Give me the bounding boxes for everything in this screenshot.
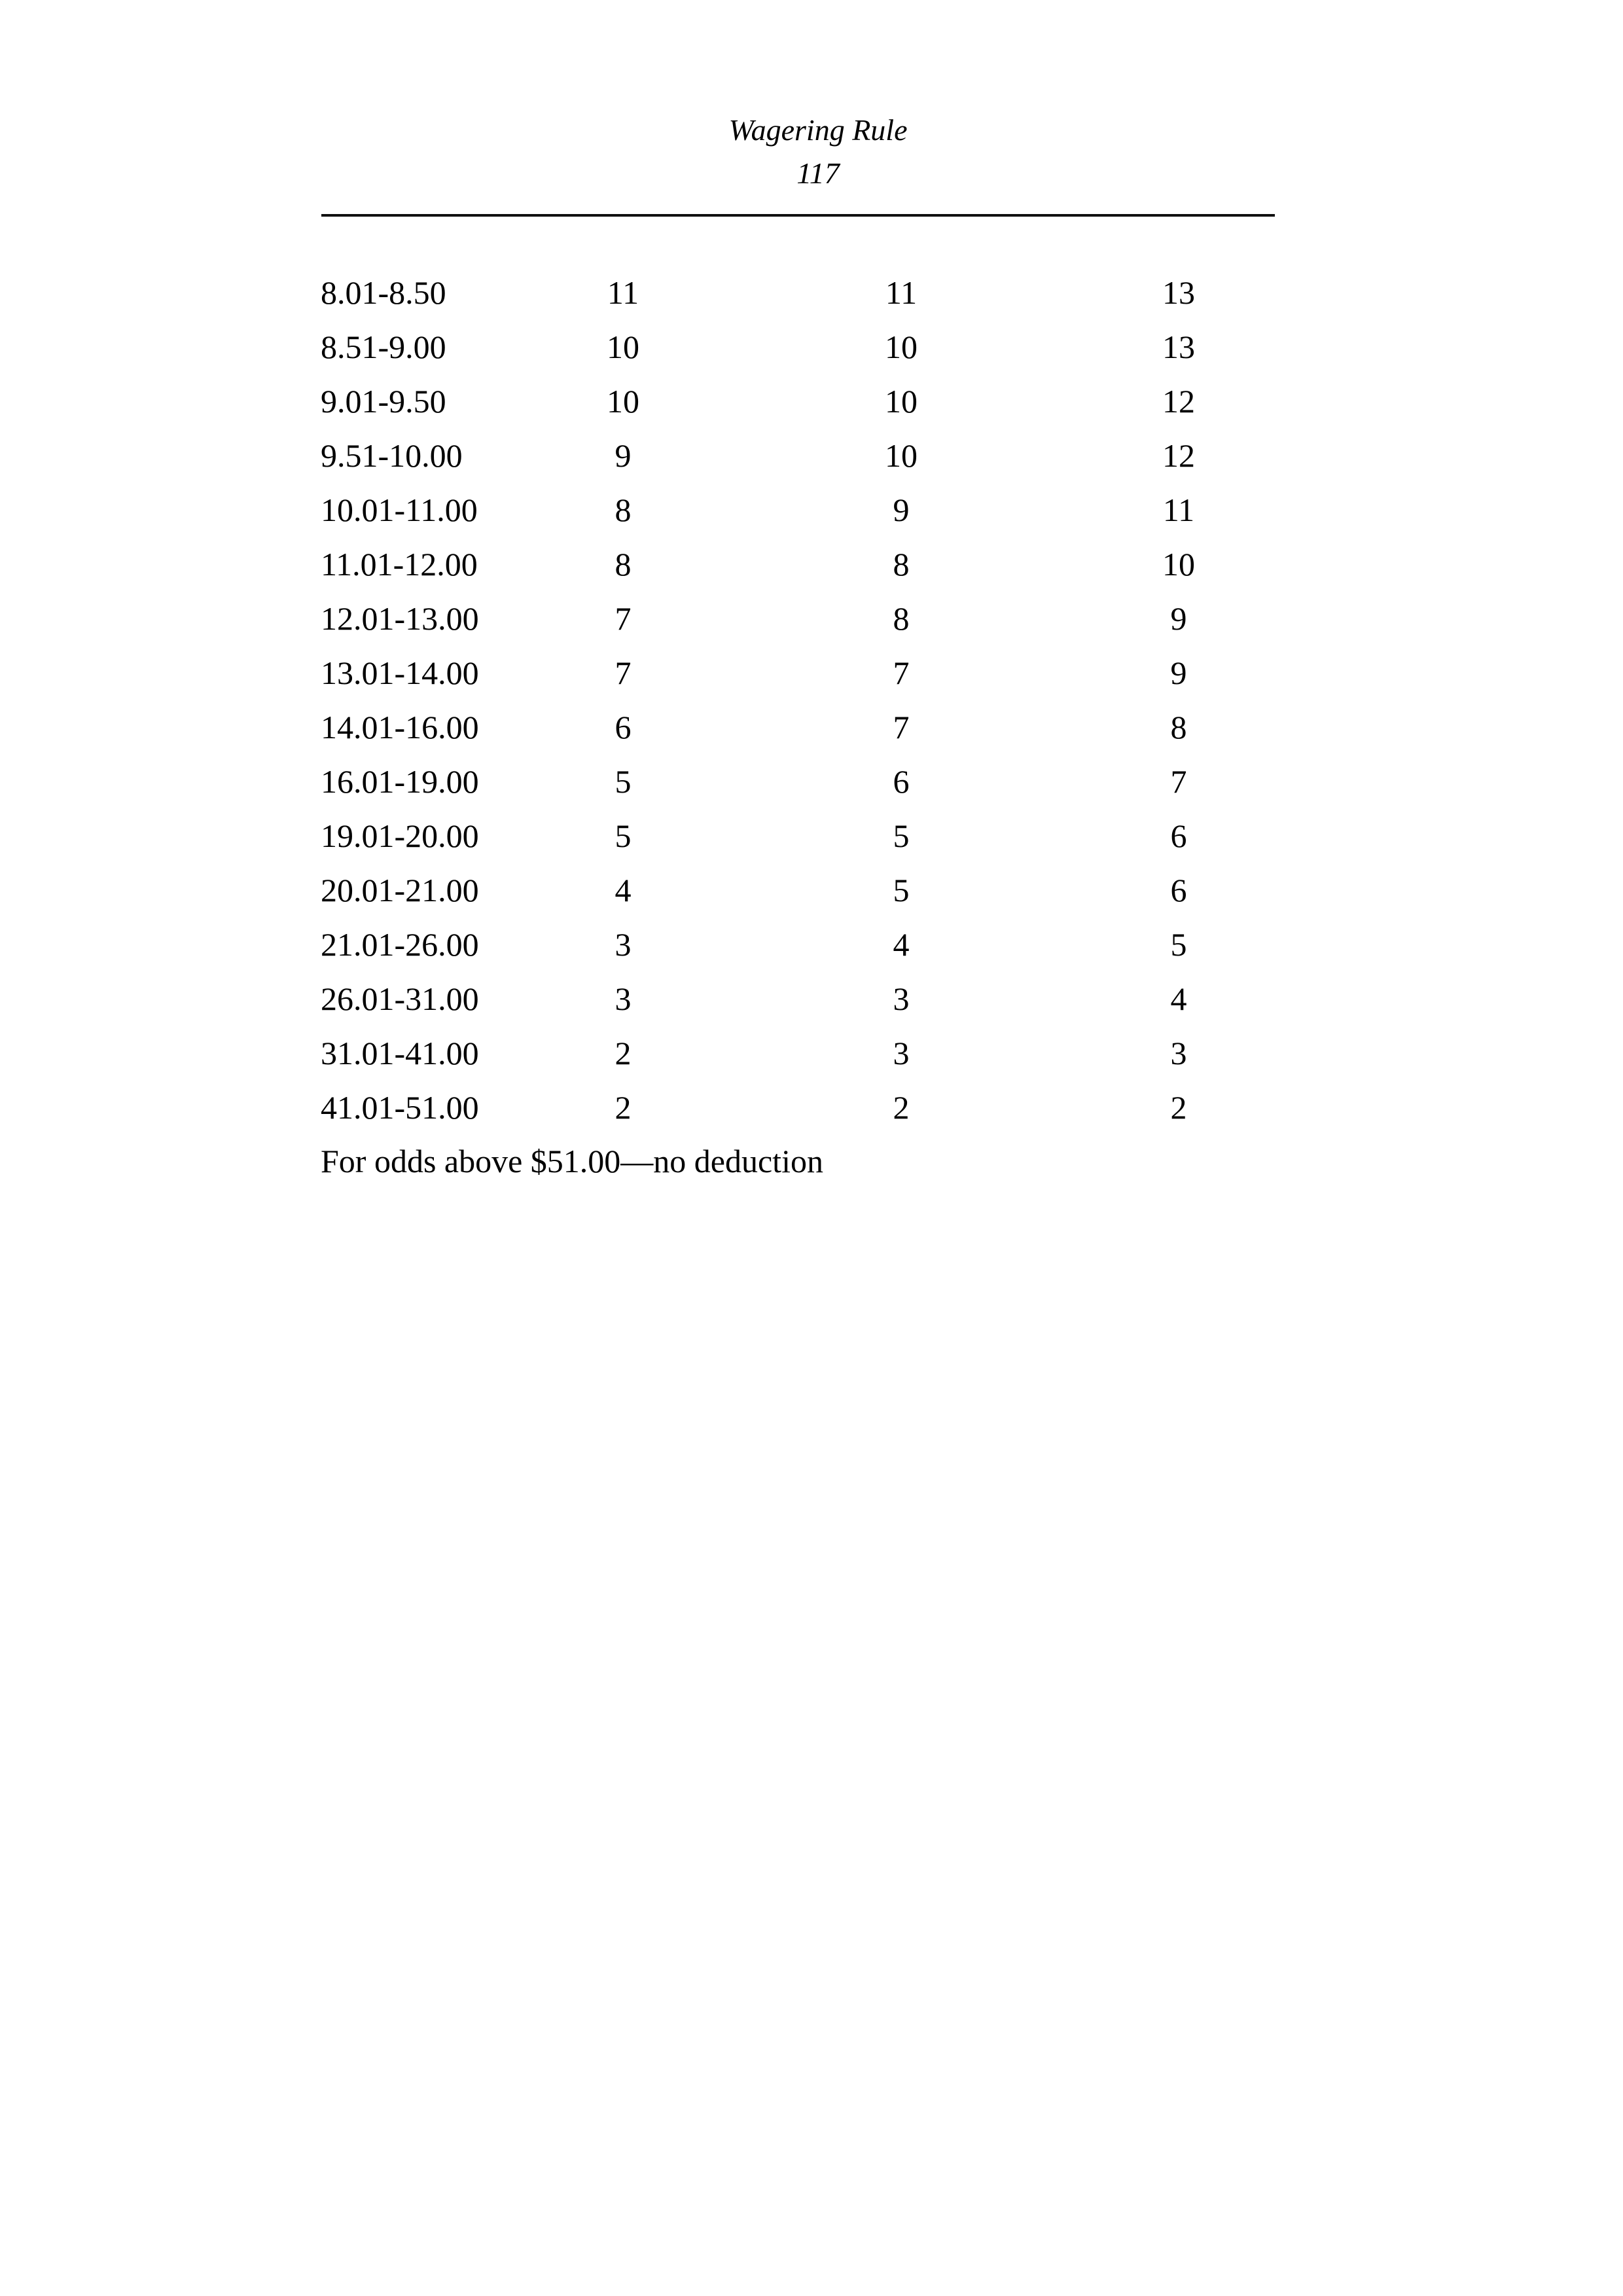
odds-range-cell: 16.01-19.00: [321, 762, 479, 800]
deduction-value-cell: 10: [1162, 545, 1195, 583]
deduction-value-cell: 2: [1170, 1088, 1187, 1126]
deduction-value-cell: 6: [893, 762, 910, 800]
deduction-value-cell: 10: [607, 382, 639, 420]
deduction-value-cell: 13: [1162, 274, 1195, 311]
table-row: 21.01-26.00 3 4 5: [321, 917, 1315, 971]
odds-range-cell: 12.01-13.00: [321, 600, 479, 637]
deduction-value-cell: 7: [615, 654, 632, 691]
odds-range-cell: 10.01-11.00: [321, 491, 478, 528]
deduction-value-cell: 7: [893, 708, 910, 745]
table-row: 41.01-51.00 2 2 2: [321, 1080, 1315, 1134]
deduction-value-cell: 12: [1162, 382, 1195, 420]
deduction-value-cell: 6: [1170, 871, 1187, 908]
deduction-value-cell: 3: [615, 925, 632, 963]
table-row: 14.01-16.00 6 7 8: [321, 700, 1315, 754]
odds-range-cell: 11.01-12.00: [321, 545, 478, 583]
deduction-value-cell: 10: [885, 328, 918, 365]
deduction-value-cell: 4: [893, 925, 910, 963]
odds-range-cell: 21.01-26.00: [321, 925, 479, 963]
deduction-table: 8.01-8.50 11 11 13 8.51-9.00 10 10 13 9.01-9.50 1…: [321, 265, 1315, 1134]
table-row: 8.51-9.00 10 10 13: [321, 319, 1315, 374]
table-row: 9.01-9.50 10 10 12: [321, 374, 1315, 428]
deduction-value-cell: 8: [1170, 708, 1187, 745]
table-row: 19.01-20.00 5 5 6: [321, 808, 1315, 863]
deduction-value-cell: 2: [893, 1088, 910, 1126]
deduction-value-cell: 7: [615, 600, 632, 637]
table-row: 9.51-10.00 9 10 12: [321, 428, 1315, 482]
deduction-value-cell: 5: [615, 762, 632, 800]
deduction-value-cell: 3: [615, 980, 632, 1017]
table-row: 26.01-31.00 3 3 4: [321, 971, 1315, 1026]
deduction-value-cell: 7: [893, 654, 910, 691]
odds-range-cell: 9.01-9.50: [321, 382, 446, 420]
table-row: 8.01-8.50 11 11 13: [321, 265, 1315, 319]
deduction-value-cell: 3: [893, 1034, 910, 1071]
deduction-value-cell: 9: [893, 491, 910, 528]
deduction-value-cell: 3: [893, 980, 910, 1017]
table-row: 31.01-41.00 2 3 3: [321, 1026, 1315, 1080]
table-row: 10.01-11.00 8 9 11: [321, 482, 1315, 537]
deduction-value-cell: 4: [1170, 980, 1187, 1017]
page-title: Wagering Rule: [728, 113, 908, 147]
page-number: 117: [796, 156, 840, 190]
deduction-value-cell: 10: [885, 437, 918, 474]
odds-range-cell: 26.01-31.00: [321, 980, 479, 1017]
odds-range-cell: 9.51-10.00: [321, 437, 463, 474]
deduction-value-cell: 12: [1162, 437, 1195, 474]
deduction-value-cell: 8: [615, 491, 632, 528]
odds-range-cell: 13.01-14.00: [321, 654, 479, 691]
table-row: 20.01-21.00 4 5 6: [321, 863, 1315, 917]
deduction-value-cell: 10: [885, 382, 918, 420]
odds-range-cell: 31.01-41.00: [321, 1034, 479, 1071]
deduction-value-cell: 10: [607, 328, 639, 365]
deduction-value-cell: 8: [615, 545, 632, 583]
deduction-value-cell: 9: [1170, 600, 1187, 637]
deduction-value-cell: 7: [1170, 762, 1187, 800]
deduction-value-cell: 5: [893, 817, 910, 854]
deduction-value-cell: 11: [885, 274, 918, 311]
deduction-value-cell: 8: [893, 545, 910, 583]
deduction-value-cell: 5: [615, 817, 632, 854]
deduction-value-cell: 6: [615, 708, 632, 745]
table-row: 16.01-19.00 5 6 7: [321, 754, 1315, 808]
deduction-value-cell: 3: [1170, 1034, 1187, 1071]
odds-range-cell: 14.01-16.00: [321, 708, 479, 745]
deduction-value-cell: 2: [615, 1088, 632, 1126]
header-divider-line: [321, 214, 1275, 217]
deduction-value-cell: 13: [1162, 328, 1195, 365]
footer-note: For odds above $51.00—no deduction: [321, 1143, 823, 1179]
odds-range-cell: 8.01-8.50: [321, 274, 446, 311]
deduction-value-cell: 9: [1170, 654, 1187, 691]
table-row: 12.01-13.00 7 8 9: [321, 591, 1315, 645]
deduction-value-cell: 6: [1170, 817, 1187, 854]
table-row: 11.01-12.00 8 8 10: [321, 537, 1315, 591]
deduction-value-cell: 11: [1162, 491, 1195, 528]
deduction-value-cell: 9: [615, 437, 632, 474]
odds-range-cell: 19.01-20.00: [321, 817, 479, 854]
odds-range-cell: 8.51-9.00: [321, 328, 446, 365]
odds-range-cell: 41.01-51.00: [321, 1088, 479, 1126]
page-header: Wagering Rule 117: [321, 110, 1315, 194]
deduction-value-cell: 2: [615, 1034, 632, 1071]
deduction-value-cell: 11: [607, 274, 639, 311]
deduction-value-cell: 5: [893, 871, 910, 908]
deduction-value-cell: 4: [615, 871, 632, 908]
table-row: 13.01-14.00 7 7 9: [321, 645, 1315, 700]
deduction-value-cell: 8: [893, 600, 910, 637]
odds-range-cell: 20.01-21.00: [321, 871, 479, 908]
deduction-value-cell: 5: [1170, 925, 1187, 963]
